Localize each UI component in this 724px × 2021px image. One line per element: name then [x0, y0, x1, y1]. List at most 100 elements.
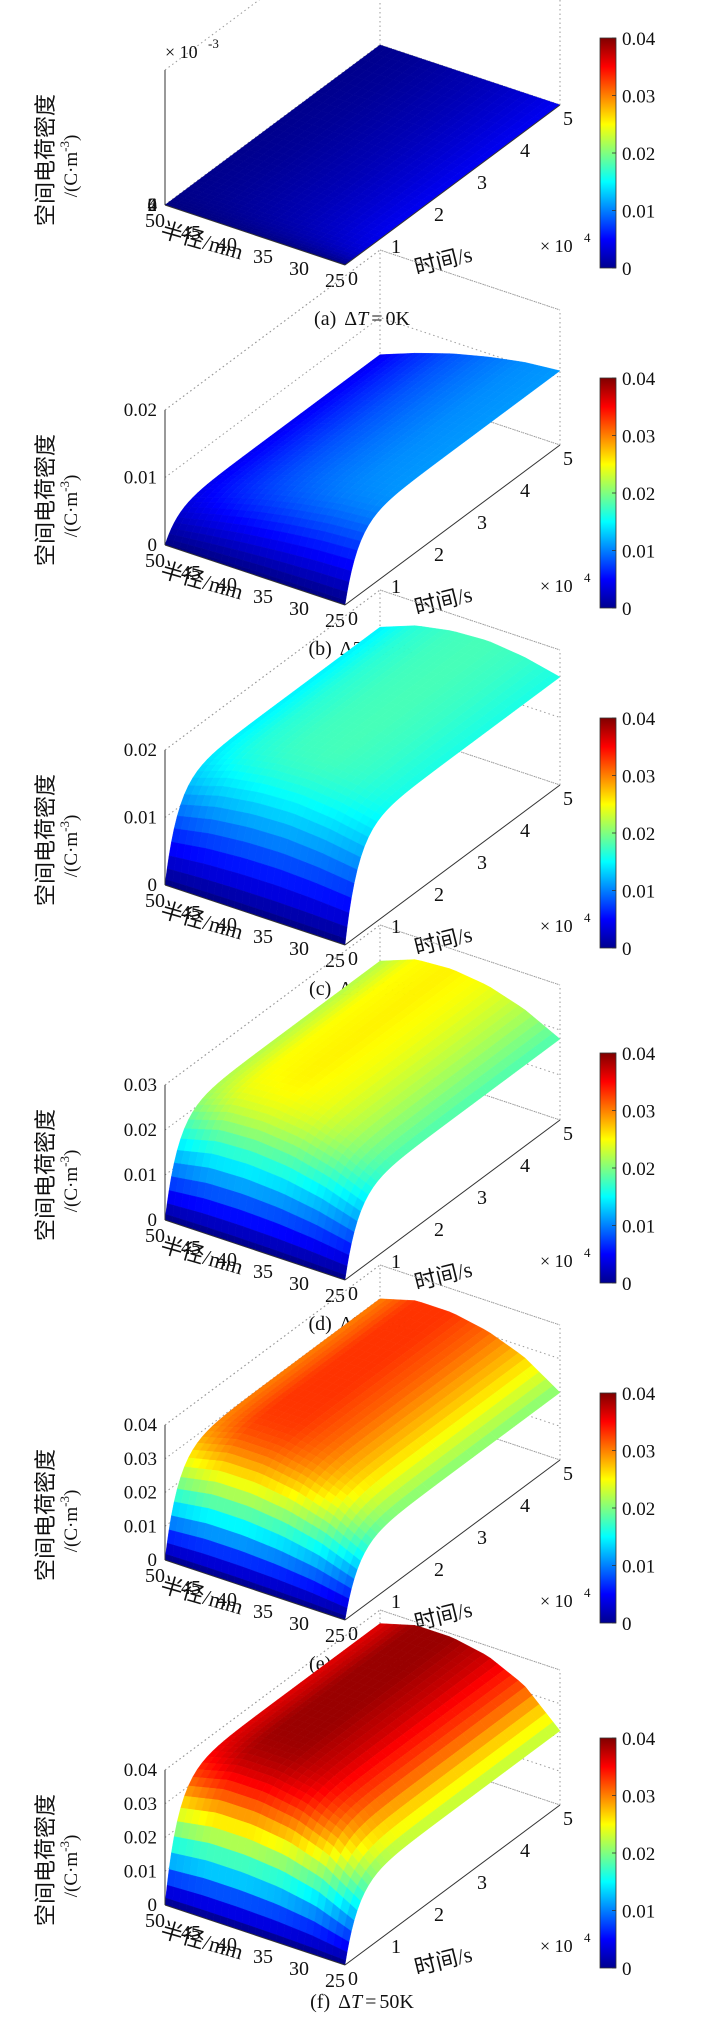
- colorbar-tick-label: 0.03: [622, 87, 655, 108]
- x-tick-label: 50: [145, 210, 165, 232]
- y-tick-label: 4: [520, 820, 530, 842]
- colorbar-tick-label: 0.03: [622, 767, 655, 788]
- y-multiplier-exponent: 4: [584, 1585, 591, 1600]
- z-unit: /(C·m: [61, 492, 82, 538]
- caption-label: (d): [308, 1313, 331, 1335]
- y-axis-label: 时间/s: [412, 921, 475, 959]
- caption-value: 0K: [386, 308, 411, 330]
- z-unit-close: ): [61, 475, 82, 481]
- z-tick-label: 0: [148, 875, 158, 896]
- colorbar-tick-label: 0.01: [622, 882, 655, 903]
- x-tick-label: 30: [289, 1613, 309, 1635]
- z-axis-label-line2: /(C·m-3): [57, 475, 82, 538]
- y-tick-label: 1: [391, 916, 401, 938]
- z-axis-label: 空间电荷密度/(C·m-3): [33, 94, 82, 226]
- colorbar-tick-label: 0.01: [622, 542, 655, 563]
- z-tick-label: 6: [148, 195, 158, 216]
- z-unit-close: ): [61, 815, 82, 821]
- colorbar-tick-label: 0.02: [622, 144, 655, 165]
- y-multiplier-exponent: 4: [584, 230, 591, 245]
- z-axis-label-line2: /(C·m-3): [57, 1490, 82, 1553]
- colorbar-tick-label: 0: [622, 259, 632, 280]
- y-tick-label: 2: [434, 884, 444, 906]
- z-axis-label: 空间电荷密度/(C·m-3): [33, 434, 82, 566]
- z-tick-label: 0.02: [124, 1483, 157, 1504]
- z-unit-close: ): [61, 1150, 82, 1156]
- y-multiplier: × 10: [540, 236, 573, 256]
- y-multiplier: × 10: [540, 916, 573, 936]
- z-tick-label: 0.02: [124, 740, 157, 761]
- x-tick-label: 35: [253, 586, 273, 608]
- colorbar-tick-label: 0.04: [622, 1044, 656, 1065]
- y-multiplier: × 10: [540, 1251, 573, 1271]
- z-tick-label: 0: [148, 195, 158, 216]
- z-axis-label-line1: 空间电荷密度: [33, 434, 58, 566]
- z-tick-label: 2: [148, 195, 158, 216]
- colorbar-tick-label: 0.02: [622, 1499, 655, 1520]
- colorbar-tick-label: 0.04: [622, 709, 656, 730]
- y-multiplier-exponent: 4: [584, 910, 591, 925]
- surface: [164, 44, 561, 266]
- z-unit: /(C·m: [61, 832, 82, 878]
- y-tick-label: 4: [520, 480, 530, 502]
- z-tick-label: 0.02: [124, 400, 157, 421]
- x-tick-label: 35: [253, 246, 273, 268]
- y-tick-label: 1: [391, 1251, 401, 1273]
- y-tick-label: 3: [477, 512, 487, 534]
- y-tick-label: 1: [391, 1591, 401, 1613]
- z-unit-power: -3: [57, 821, 72, 832]
- colorbar-tick-label: 0: [622, 599, 632, 620]
- y-tick-label: 0: [348, 608, 358, 630]
- z-unit: /(C·m: [61, 1167, 82, 1213]
- colorbar-tick-label: 0.01: [622, 1557, 655, 1578]
- z-tick-label: 0.04: [124, 1415, 158, 1436]
- y-tick-label: 4: [520, 140, 530, 162]
- z-tick-label: 0: [148, 1550, 158, 1571]
- z-tick-label: 0: [148, 1210, 158, 1231]
- y-axis-label: 时间/s: [412, 1256, 475, 1294]
- x-tick-label: 30: [289, 258, 309, 280]
- x-tick-label: 35: [253, 1601, 273, 1623]
- y-tick-label: 2: [434, 544, 444, 566]
- z-tick-label: 0.02: [124, 1120, 157, 1141]
- colorbar-tick-label: 0.02: [622, 1159, 655, 1180]
- y-axis-line: [344, 104, 561, 266]
- caption-label: (a): [314, 308, 336, 330]
- y-multiplier-exponent: 4: [584, 1245, 591, 1260]
- y-tick-label: 4: [520, 1495, 530, 1517]
- surface: [164, 1298, 561, 1621]
- surface: [164, 959, 561, 1281]
- z-tick-label: 0.01: [124, 808, 157, 829]
- caption-label: (b): [308, 638, 331, 660]
- z-tick-label: 0.01: [124, 468, 157, 489]
- y-tick-label: 4: [520, 1155, 530, 1177]
- colorbar-tick-label: 0.03: [622, 427, 655, 448]
- z-unit: /(C·m: [61, 152, 82, 198]
- x-tick-label: 45: [181, 562, 201, 584]
- z-axis-label-line1: 空间电荷密度: [33, 94, 58, 226]
- z-multiplier-exponent: -3: [208, 36, 219, 51]
- y-tick-label: 3: [477, 1187, 487, 1209]
- z-unit-power: -3: [57, 1496, 72, 1507]
- surface: [164, 352, 561, 606]
- y-multiplier: × 10: [540, 1591, 573, 1611]
- z-axis-label: 空间电荷密度/(C·m-3): [33, 1109, 82, 1241]
- colorbar-tick-label: 0: [622, 939, 632, 960]
- y-tick-label: 2: [434, 204, 444, 226]
- panel-e: 25303540455001234500.010.020.030.04半径/mm…: [33, 1264, 656, 1675]
- axes: [164, 70, 561, 266]
- grid-line: [379, 589, 561, 651]
- y-tick-label: 5: [563, 1463, 573, 1485]
- y-tick-label: 5: [563, 1123, 573, 1145]
- colorbar-tick-label: 0.03: [622, 1102, 655, 1123]
- colorbar-tick-label: 0.02: [622, 484, 655, 505]
- z-multiplier: × 10: [165, 42, 198, 62]
- colorbar-tick-label: 0.04: [622, 1384, 656, 1405]
- z-axis-label-line2: /(C·m-3): [57, 135, 82, 198]
- y-tick-label: 3: [477, 1527, 487, 1549]
- z-unit-close: ): [61, 1490, 82, 1496]
- z-unit-power: -3: [57, 141, 72, 152]
- panel-f: 25303540455001234500.010.020.030.04半径/mm…: [33, 1609, 656, 2013]
